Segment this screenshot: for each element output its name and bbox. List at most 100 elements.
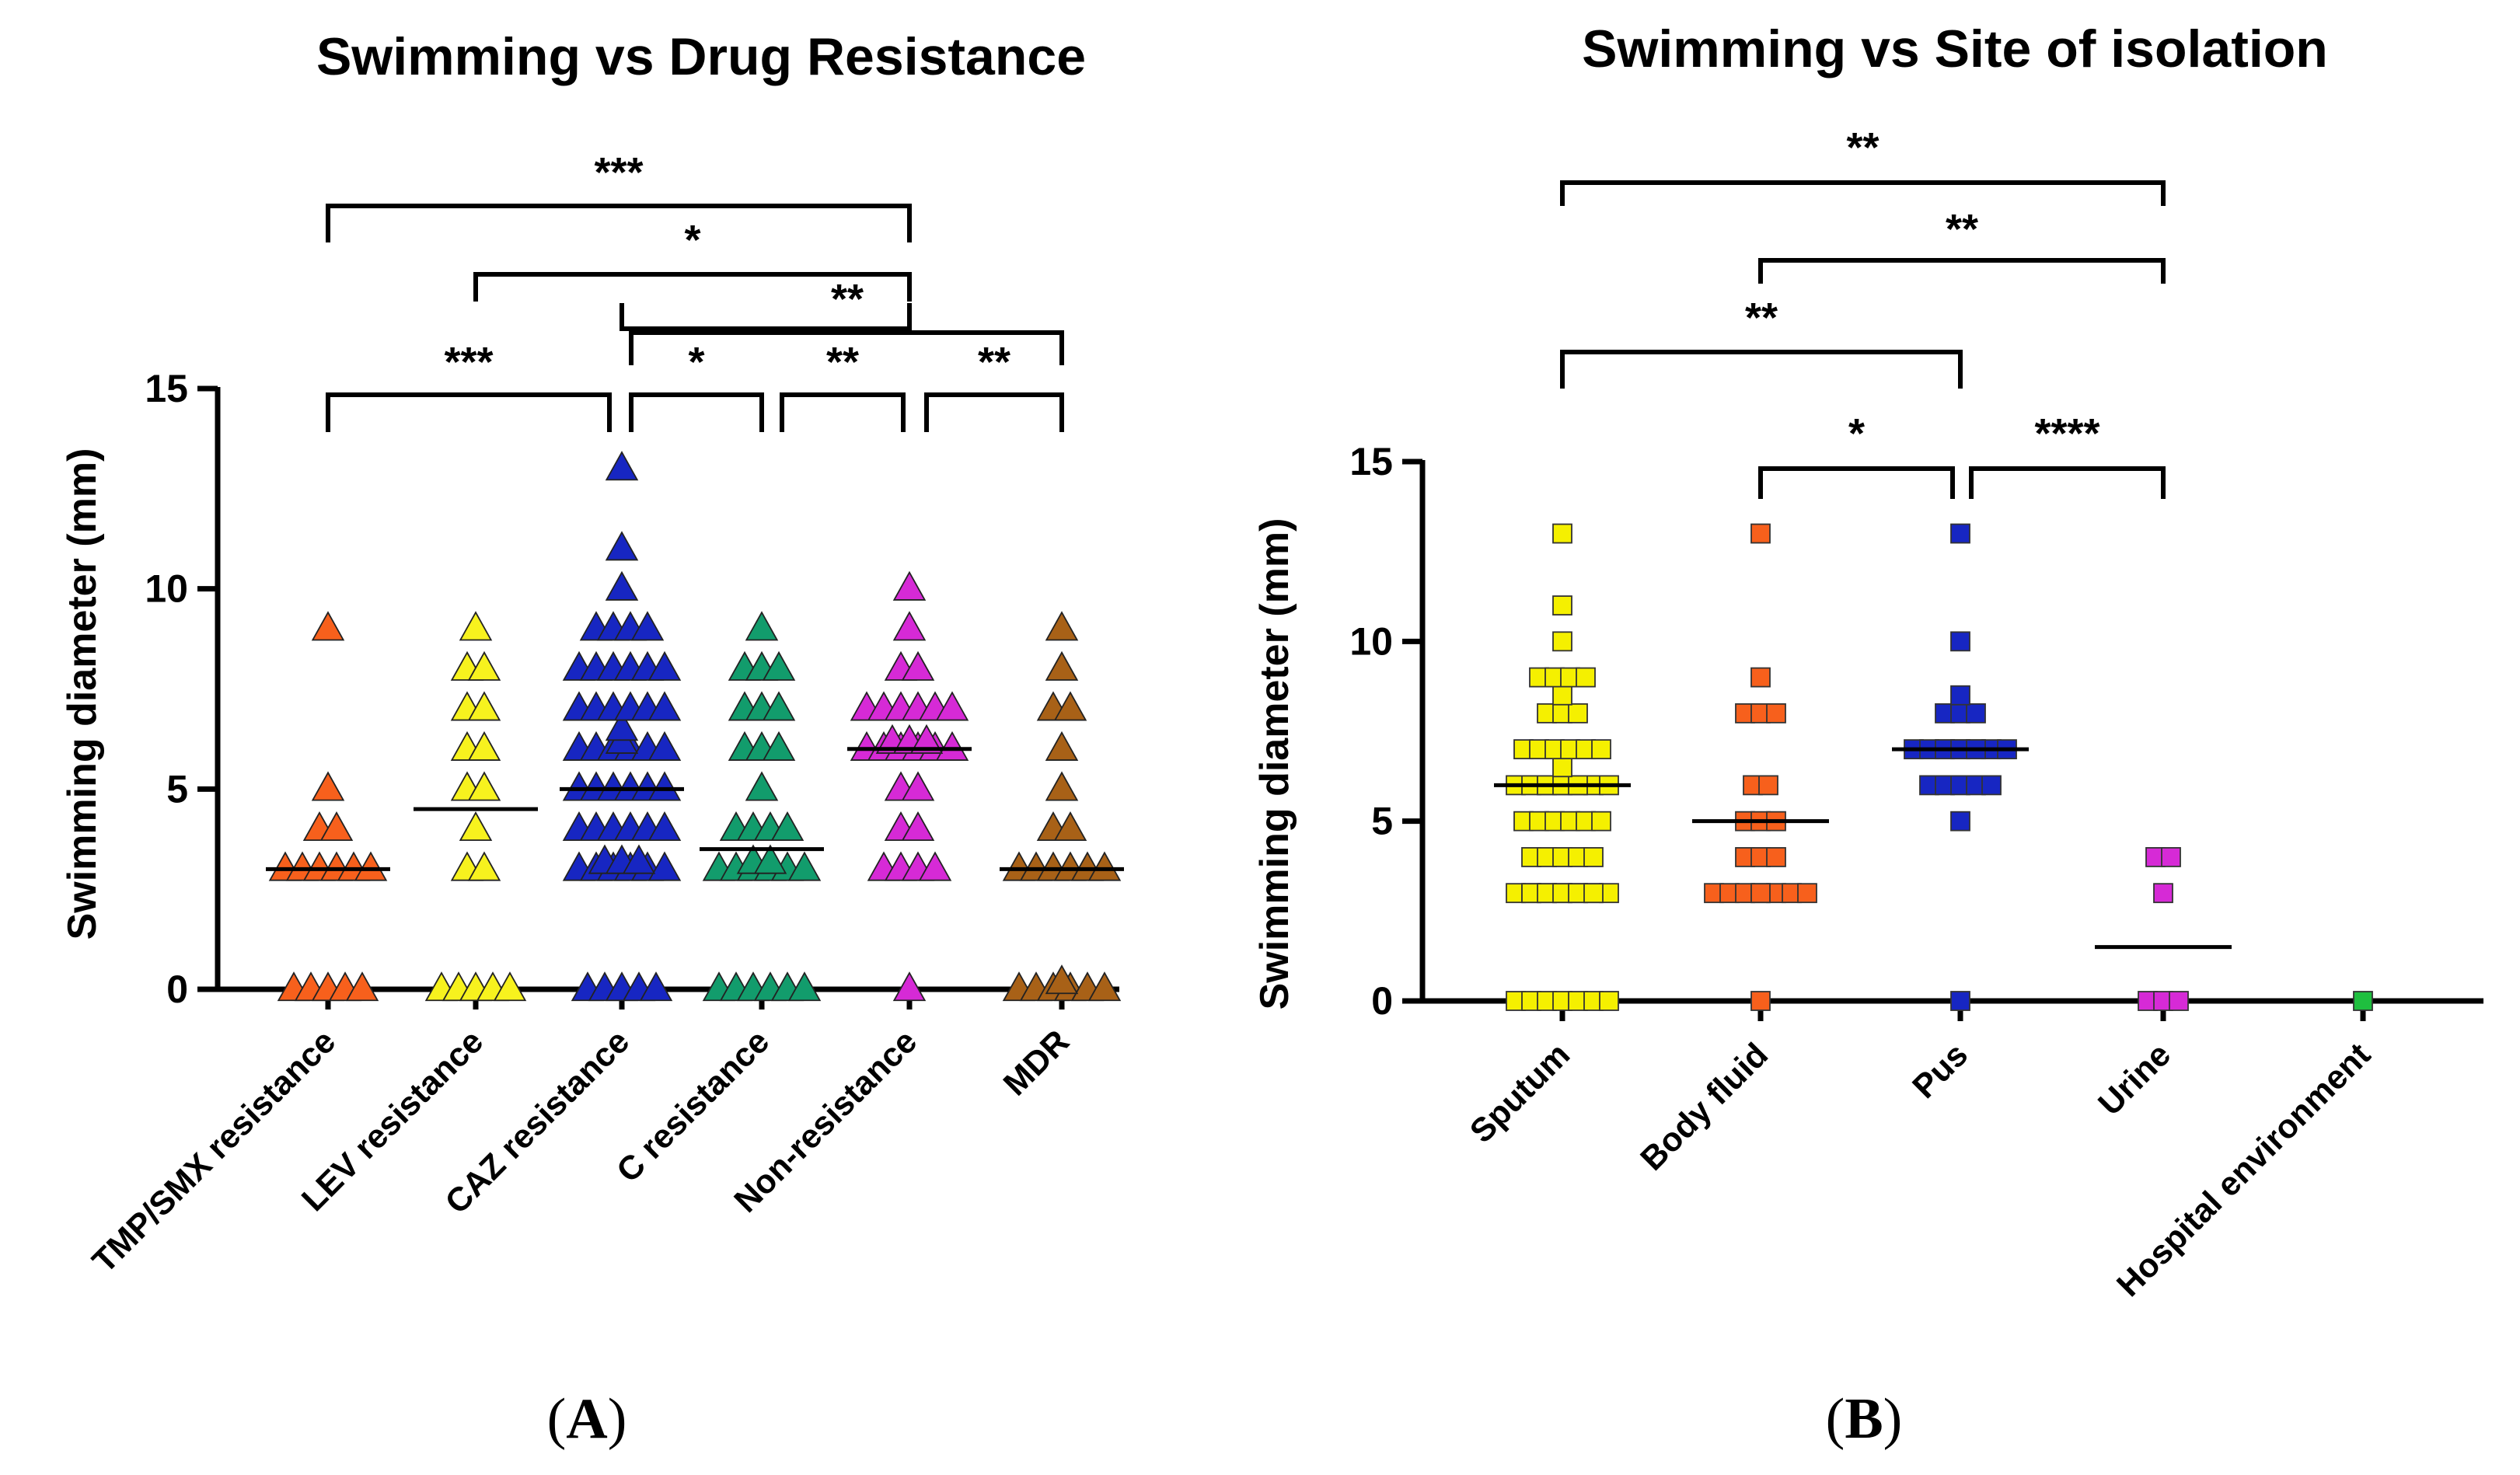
- y-tick-label: 15: [145, 367, 188, 410]
- data-point-mdr: [1053, 811, 1087, 842]
- data-point-sputum: [1583, 847, 1604, 867]
- data-point-non-resistance: [901, 811, 935, 842]
- data-point-mdr: [1045, 611, 1079, 641]
- data-point-c-resistance: [753, 844, 787, 874]
- y-tick-label: 15: [1349, 440, 1393, 483]
- data-point-tmp-smx-resistance: [319, 811, 354, 842]
- significance-label: **: [831, 276, 864, 323]
- data-point-caz-resistance: [605, 451, 639, 481]
- data-point-lev-resistance: [467, 731, 501, 761]
- data-point-c-resistance: [745, 771, 779, 801]
- data-point-tmp-smx-resistance: [354, 851, 388, 881]
- significance-bracket: [1560, 180, 2166, 206]
- data-point-hospital-environment: [2353, 991, 2373, 1011]
- data-point-body-fluid: [1766, 703, 1786, 724]
- panel-a-chart: Swimming vs Drug Resistance Swimming dia…: [60, 27, 1124, 1280]
- significance-bracket: [326, 392, 612, 432]
- data-point-tmp-smx-resistance: [311, 611, 345, 641]
- data-point-lev-resistance: [467, 851, 501, 881]
- data-point-non-resistance: [892, 570, 927, 601]
- data-point-sputum: [1576, 667, 1596, 688]
- data-point-c-resistance: [762, 650, 796, 681]
- panel-a-title: Swimming vs Drug Resistance: [316, 27, 1086, 86]
- significance-bracket: [1758, 466, 1955, 499]
- data-point-caz-resistance: [630, 611, 665, 641]
- panel-b-y-axis-label: Swimming diameter (mm): [1252, 518, 1297, 1010]
- data-point-tmp-smx-resistance: [311, 771, 345, 801]
- data-point-non-resistance: [935, 691, 969, 721]
- data-point-c-resistance: [770, 811, 805, 842]
- panel-b-chart: Swimming vs Site of isolation Swimming d…: [1252, 19, 2483, 1304]
- data-point-non-resistance: [892, 611, 927, 641]
- significance-bracket: [326, 204, 912, 242]
- data-point-sputum: [1552, 523, 1572, 544]
- data-point-caz-resistance: [605, 531, 639, 561]
- data-point-pus: [1950, 685, 1970, 706]
- data-point-c-resistance: [787, 971, 822, 1002]
- significance-label: *: [688, 339, 704, 385]
- significance-label: *: [1848, 410, 1865, 457]
- significance-bracket: [1758, 258, 2166, 284]
- y-tick-label: 0: [1371, 979, 1393, 1023]
- data-point-c-resistance: [762, 731, 796, 761]
- data-point-caz-resistance: [605, 570, 639, 601]
- significance-label: ***: [444, 339, 493, 385]
- data-point-non-resistance: [909, 724, 944, 754]
- panel-b-title: Swimming vs Site of isolation: [1582, 19, 2328, 78]
- data-point-sputum: [1552, 595, 1572, 615]
- data-point-body-fluid: [1758, 775, 1778, 796]
- data-point-caz-resistance: [647, 731, 682, 761]
- significance-label: ***: [594, 149, 643, 196]
- data-point-mdr: [1087, 971, 1122, 1002]
- data-point-body-fluid: [1766, 847, 1786, 867]
- data-point-urine: [2161, 847, 2181, 867]
- data-point-c-resistance: [745, 611, 779, 641]
- significance-bracket: [473, 272, 912, 302]
- data-point-tmp-smx-resistance: [345, 971, 379, 1002]
- panel-a-letter: A: [566, 1387, 607, 1451]
- significance-label: **: [978, 339, 1010, 385]
- y-tick-label: 10: [1349, 619, 1393, 663]
- data-point-lev-resistance: [459, 611, 493, 641]
- data-point-urine: [2153, 883, 2173, 904]
- data-point-urine: [2169, 991, 2189, 1011]
- significance-label: **: [1846, 124, 1879, 171]
- data-point-pus: [1950, 631, 1970, 652]
- x-category-label-urine: Urine: [2091, 1036, 2178, 1123]
- data-point-pus: [1966, 703, 1986, 724]
- data-point-body-fluid: [1750, 991, 1771, 1011]
- data-point-sputum: [1552, 757, 1572, 778]
- data-point-sputum: [1583, 883, 1604, 904]
- data-point-caz-resistance: [647, 771, 682, 801]
- significance-bracket: [1560, 350, 1963, 389]
- panel-b-letter: B: [1845, 1387, 1883, 1451]
- data-point-sputum: [1599, 991, 1619, 1011]
- data-point-caz-resistance: [647, 650, 682, 681]
- data-point-lev-resistance: [467, 771, 501, 801]
- panel-a-data-points: [268, 451, 1122, 1002]
- data-point-c-resistance: [787, 851, 822, 881]
- panel-a-median-lines: [266, 747, 1124, 871]
- data-point-mdr: [1045, 964, 1079, 995]
- significance-label: **: [1946, 206, 1978, 253]
- significance-bracket: [620, 303, 912, 331]
- panel-b-significance-brackets: ******* ****: [1560, 124, 2166, 499]
- significance-label: *: [684, 217, 700, 263]
- data-point-caz-resistance: [605, 711, 639, 741]
- data-point-non-resistance: [918, 851, 952, 881]
- data-point-pus: [1981, 775, 2002, 796]
- data-point-caz-resistance: [647, 851, 682, 881]
- significance-label: ****: [2034, 410, 2099, 457]
- panel-b-data-points: [1506, 523, 2373, 1011]
- y-tick-label: 10: [145, 567, 188, 611]
- data-point-mdr: [1053, 691, 1087, 721]
- significance-bracket: [1969, 466, 2166, 499]
- y-tick-label: 0: [166, 968, 188, 1011]
- data-point-mdr: [1045, 650, 1079, 681]
- data-point-non-resistance: [901, 650, 935, 681]
- data-point-body-fluid: [1750, 667, 1771, 688]
- data-point-lev-resistance: [467, 691, 501, 721]
- data-point-sputum: [1591, 739, 1611, 760]
- data-point-sputum: [1591, 811, 1611, 832]
